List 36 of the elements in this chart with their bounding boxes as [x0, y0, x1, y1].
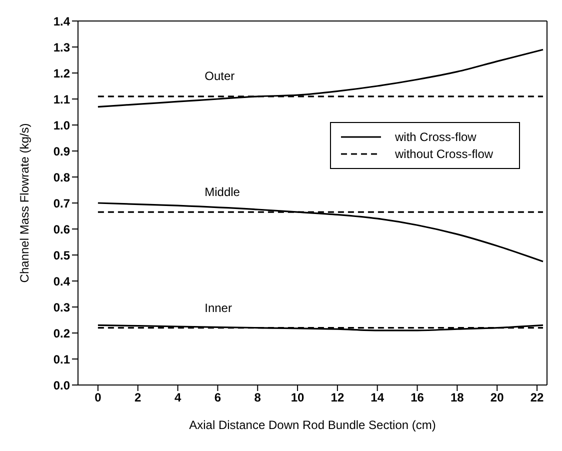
x-tick-label: 0 [94, 390, 102, 405]
annotation: Inner [204, 300, 232, 316]
y-tick-label: 0.9 [53, 144, 70, 158]
y-tick-label: 0.3 [53, 300, 70, 314]
x-tick-label: 6 [214, 390, 222, 405]
y-tick-label: 0.4 [53, 274, 70, 288]
annotation: Outer [204, 68, 235, 84]
x-tick-label: 12 [330, 390, 344, 405]
line-series [97, 48, 544, 108]
annotation: Middle [204, 184, 240, 200]
y-tick-label: 0.0 [53, 378, 70, 392]
y-tick-label: 1.4 [53, 14, 70, 28]
y-tick-label: 0.1 [53, 352, 70, 366]
line-series [97, 202, 544, 262]
y-tick-label: 0.8 [53, 170, 70, 184]
x-tick-label: 16 [410, 390, 424, 405]
x-axis-title: Axial Distance Down Rod Bundle Section (cm) [189, 418, 436, 432]
y-axis-title: Channel Mass Flowrate (kg/s) [17, 123, 32, 283]
y-tick-label: 1.3 [53, 40, 70, 54]
y-tick-label: 0.7 [53, 196, 70, 210]
y-tick-label: 0.6 [53, 222, 70, 236]
x-tick-label: 10 [290, 390, 305, 405]
x-tick-label: 2 [134, 390, 142, 405]
legend-label: with Cross-flow [395, 130, 476, 144]
x-tick-label: 18 [450, 390, 464, 405]
x-tick-label: 14 [370, 390, 384, 405]
y-tick-label: 0.2 [53, 326, 70, 340]
x-tick-label: 4 [174, 390, 182, 405]
y-tick-label: 1.0 [53, 118, 70, 132]
y-tick-label: 1.2 [53, 66, 70, 80]
y-tick-label: 1.1 [53, 92, 70, 106]
x-tick-label: 20 [490, 390, 504, 405]
legend-label: without Cross-flow [395, 147, 494, 161]
y-tick-label: 0.5 [53, 248, 70, 262]
x-tick-label: 8 [254, 390, 262, 405]
x-tick-label: 22 [530, 390, 544, 405]
